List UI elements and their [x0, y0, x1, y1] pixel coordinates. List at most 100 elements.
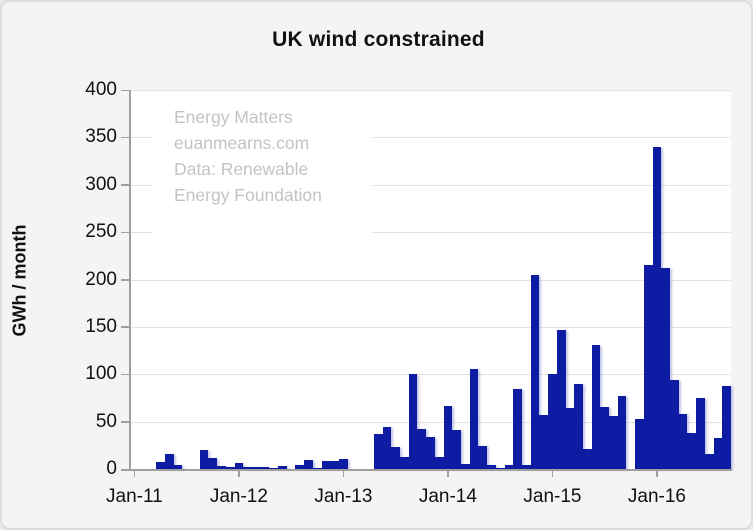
x-axis-line	[121, 469, 732, 471]
bar-Dec-11	[225, 467, 235, 469]
y-tick-mark-300	[121, 184, 130, 186]
bar-Aug-15	[609, 415, 618, 469]
gridline-200	[130, 279, 731, 281]
bar-Sep-12	[304, 459, 313, 469]
x-tick-label-Jan-12: Jan-12	[209, 486, 268, 507]
x-tick-mark-Jan-14	[447, 470, 449, 477]
bar-Nov-15	[635, 418, 644, 469]
bar-Apr-11	[156, 462, 165, 469]
bar-Nov-12	[321, 461, 331, 469]
bar-Aug-12	[295, 465, 305, 469]
y-tick-label-100: 100	[85, 363, 117, 385]
y-axis-title: GWh / month	[9, 224, 30, 337]
gridline-250	[130, 232, 731, 234]
watermark: Energy Matters euanmearns.com Data: Rene…	[152, 96, 372, 246]
bar-Jun-12	[278, 466, 287, 469]
bar-Oct-11	[208, 457, 218, 469]
y-tick-label-0: 0	[106, 458, 117, 479]
bar-Jun-11	[173, 465, 183, 469]
bar-Jun-16	[696, 397, 705, 469]
bar-Apr-16	[678, 414, 688, 469]
bar-Nov-14	[530, 274, 540, 469]
y-tick-label-400: 400	[85, 79, 117, 100]
bar-Apr-14	[469, 368, 479, 469]
bar-Feb-16	[661, 268, 671, 469]
x-tick-mark-Jan-16	[656, 470, 658, 477]
y-tick-mark-400	[121, 89, 130, 91]
watermark-line-4: Energy Foundation	[174, 185, 322, 205]
bar-Oct-14	[521, 465, 531, 469]
y-tick-mark-350	[121, 136, 130, 139]
bar-Sep-14	[513, 389, 522, 469]
bar-Aug-14	[504, 465, 514, 469]
bar-May-13	[373, 433, 383, 469]
bar-Dec-13	[434, 456, 444, 469]
x-tick-mark-Jan-12	[238, 470, 240, 477]
y-tick-mark-200	[121, 279, 130, 281]
bar-Feb-14	[452, 430, 461, 469]
bar-Dec-14	[539, 414, 549, 469]
y-tick-label-300: 300	[85, 173, 117, 195]
bar-Sep-15	[617, 396, 627, 469]
x-tick-mark-Jan-15	[551, 470, 554, 477]
gridline-350	[130, 137, 731, 139]
bar-Mar-16	[670, 379, 679, 469]
bar-Dec-12	[330, 461, 340, 469]
bar-Jul-13	[391, 447, 400, 469]
bar-Apr-12	[260, 467, 270, 469]
y-tick-mark-0	[121, 468, 130, 470]
bar-Apr-15	[574, 383, 583, 469]
bar-Mar-15	[565, 408, 575, 469]
watermark-line-2: euanmearns.com	[174, 133, 310, 153]
bar-Sep-11	[199, 450, 209, 469]
bar-Dec-15	[643, 265, 653, 469]
y-tick-label-250: 250	[85, 221, 117, 243]
bar-Aug-13	[400, 456, 409, 469]
bar-May-11	[164, 453, 174, 469]
y-tick-label-150: 150	[85, 315, 117, 337]
bar-May-12	[269, 468, 279, 469]
x-tick-label-Jan-15: Jan-15	[523, 486, 582, 507]
bar-Jan-15	[548, 374, 557, 469]
bar-Jan-12	[234, 463, 244, 469]
bar-Nov-11	[217, 466, 226, 469]
bar-Jun-13	[382, 427, 392, 469]
gridline-100	[130, 374, 731, 376]
bar-Mar-14	[460, 464, 470, 469]
bar-Sep-16	[722, 385, 731, 469]
gridline-50	[130, 421, 731, 423]
chart-title: UK wind constrained	[272, 28, 485, 51]
gridline-400	[130, 90, 731, 91]
bar-Jul-14	[495, 468, 505, 469]
bar-Oct-13	[417, 429, 427, 469]
bar-Sep-13	[408, 374, 418, 469]
bar-May-16	[687, 432, 697, 469]
gridline-300	[130, 184, 731, 186]
x-tick-label-Jan-16: Jan-16	[627, 486, 686, 507]
bar-Feb-15	[556, 329, 566, 469]
bar-Feb-12	[243, 467, 252, 469]
bar-Jan-16	[652, 146, 662, 469]
y-tick-label-200: 200	[85, 268, 117, 290]
bar-Nov-13	[426, 436, 435, 469]
x-tick-mark-Jan-11	[133, 470, 136, 477]
y-tick-label-350: 350	[85, 126, 117, 148]
watermark-line-3: Data: Renewable	[174, 159, 309, 179]
y-tick-mark-250	[121, 231, 130, 234]
bar-Aug-16	[713, 437, 723, 469]
bar-May-14	[478, 446, 488, 469]
bar-Jul-15	[600, 407, 610, 469]
bar-Jan-14	[443, 405, 453, 469]
bar-Jun-15	[591, 344, 601, 469]
bar-May-15	[582, 449, 592, 469]
x-tick-label-Jan-11: Jan-11	[106, 486, 163, 507]
bar-Jan-13	[339, 458, 348, 469]
gridline-150	[130, 326, 731, 328]
bar-Jul-16	[704, 453, 714, 469]
y-tick-label-50: 50	[95, 410, 117, 432]
y-tick-mark-100	[121, 373, 130, 376]
x-tick-mark-Jan-13	[342, 470, 345, 477]
bar-Oct-12	[312, 468, 322, 469]
bar-Mar-12	[251, 467, 261, 469]
